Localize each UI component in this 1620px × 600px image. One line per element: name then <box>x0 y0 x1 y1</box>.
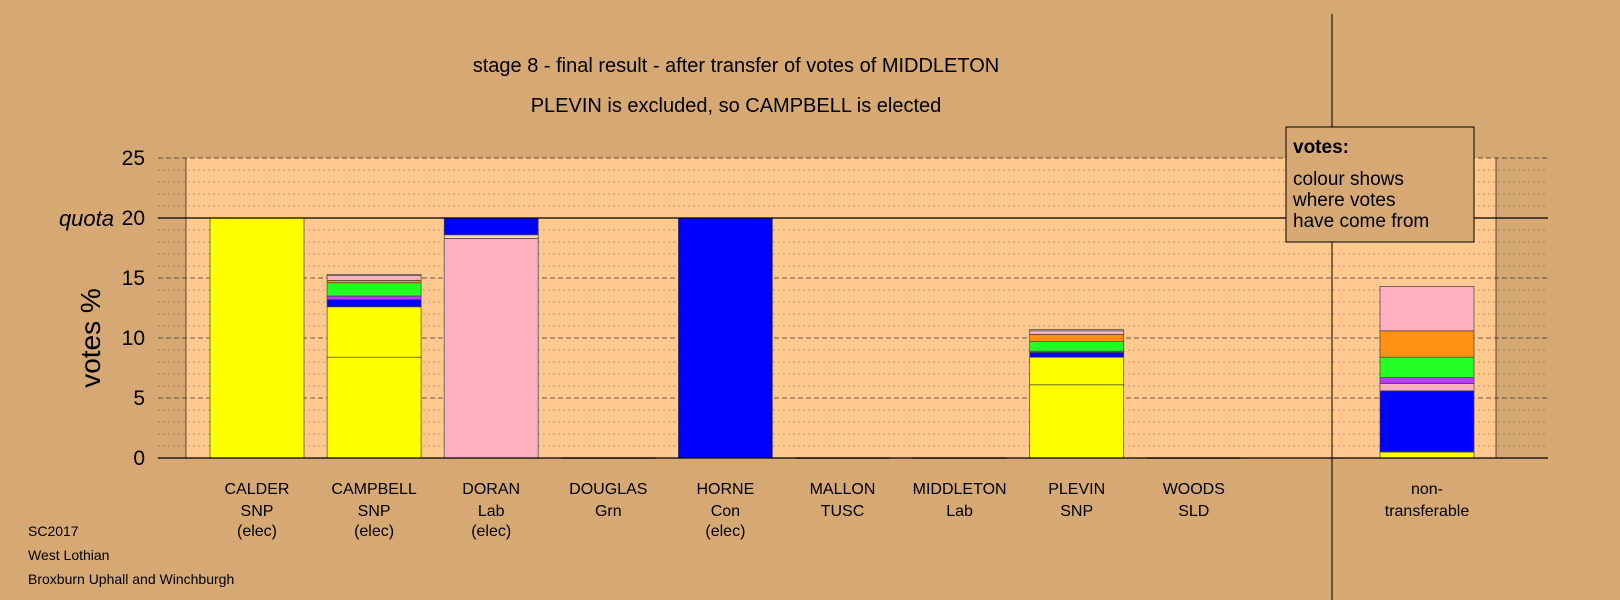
candidate-party-label: Lab <box>478 503 505 520</box>
y-axis-label: votes % <box>75 288 106 388</box>
candidate-status-label: (elec) <box>354 523 394 540</box>
bar-plevin-segment <box>1029 356 1125 386</box>
bar-nontransferable-segment <box>1379 377 1475 384</box>
y-tick-label: 20 <box>122 207 145 230</box>
candidate-name-label: HORNE <box>697 481 755 498</box>
bar-campbell-segment <box>326 280 422 284</box>
candidate-party-label: Lab <box>946 503 973 520</box>
bar-doran-segment <box>443 217 539 236</box>
candidate-name-label: DOUGLAS <box>569 481 647 498</box>
candidate-name-label: PLEVIN <box>1048 481 1105 498</box>
candidate-name-label: MIDDLETON <box>913 481 1007 498</box>
bar-campbell-segment <box>326 274 422 276</box>
bar-campbell-segment <box>326 282 422 297</box>
legend-line-2: where votes <box>1292 190 1395 211</box>
bar-plevin-segment <box>1029 384 1125 459</box>
bar-nontransferable-segment <box>1379 383 1475 392</box>
bar-campbell-segment <box>326 299 422 308</box>
candidate-name-label: DORAN <box>462 481 520 498</box>
chart-title: stage 8 - final result - after transfer … <box>473 55 1000 77</box>
footer-election: SC2017 <box>28 523 79 539</box>
bar-campbell-segment <box>326 356 422 459</box>
bar-nontransferable-segment <box>1379 356 1475 378</box>
bar-nontransferable-segment <box>1379 390 1475 453</box>
bar-nontransferable-segment <box>1379 286 1475 332</box>
bar-doran-segment <box>443 234 539 239</box>
bar-horne-segment <box>678 217 773 459</box>
bar-plevin-segment <box>1029 334 1125 342</box>
bar-plevin-segment <box>1029 329 1125 332</box>
bar-plevin-segment <box>1029 352 1125 358</box>
bar-nontransferable-segment <box>1379 451 1475 459</box>
y-tick-label: 0 <box>133 447 145 470</box>
candidate-name-label: MALLON <box>810 481 876 498</box>
candidate-party-label: SNP <box>241 503 274 520</box>
y-tick-label: 5 <box>133 387 145 410</box>
quota-label: quota <box>59 206 114 231</box>
candidate-party-label: Grn <box>595 503 622 520</box>
nontransferable-label-1: non- <box>1411 481 1443 498</box>
candidate-name-label: WOODS <box>1163 481 1225 498</box>
bar-plevin-segment <box>1029 330 1125 335</box>
y-tick-label: 15 <box>122 267 145 290</box>
candidate-name-label: CALDER <box>225 481 290 498</box>
bar-calder-segment <box>209 217 305 459</box>
legend-line-3: have come from <box>1293 211 1429 232</box>
bar-nontransferable-segment <box>1379 330 1475 358</box>
bar-doran-segment <box>443 238 539 459</box>
bar-campbell-segment <box>326 306 422 358</box>
chart-subtitle: PLEVIN is excluded, so CAMPBELL is elect… <box>531 95 942 117</box>
legend-title: votes: <box>1293 137 1349 158</box>
candidate-party-label: SLD <box>1178 503 1209 520</box>
footer-council: West Lothian <box>28 547 110 563</box>
legend-line-1: colour shows <box>1293 169 1404 190</box>
candidate-status-label: (elec) <box>471 523 511 540</box>
y-tick-label: 25 <box>122 147 145 170</box>
candidate-party-label: SNP <box>1060 503 1093 520</box>
candidate-party-label: SNP <box>358 503 391 520</box>
candidate-party-label: TUSC <box>821 503 865 520</box>
y-tick-label: 10 <box>122 327 145 350</box>
bar-campbell-segment <box>326 275 422 281</box>
legend: votes: colour shows where votes have com… <box>1285 126 1475 243</box>
candidate-status-label: (elec) <box>237 523 277 540</box>
bar-campbell-segment <box>326 295 422 300</box>
candidate-name-label: CAMPBELL <box>331 481 416 498</box>
bar-plevin-segment <box>1029 341 1125 352</box>
nontransferable-label-2: transferable <box>1385 503 1470 520</box>
footer-ward: Broxburn Uphall and Winchburgh <box>28 571 235 587</box>
candidate-status-label: (elec) <box>705 523 745 540</box>
candidate-party-label: Con <box>711 503 740 520</box>
